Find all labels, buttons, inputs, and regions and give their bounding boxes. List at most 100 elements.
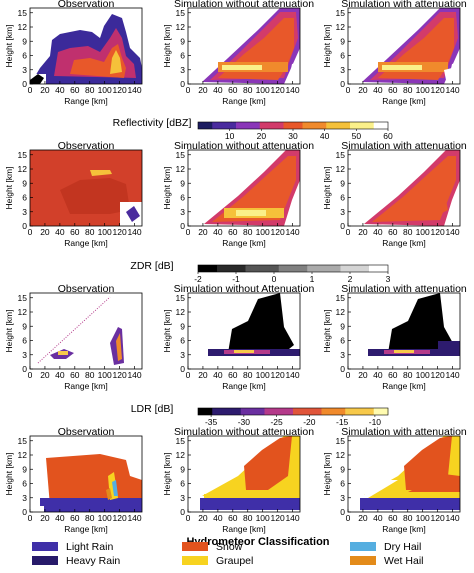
colorbar-segment <box>288 122 294 129</box>
colorbar-segment <box>369 122 375 129</box>
colorbar-2: ZDR [dB] -2 -1 0 1 2 3 <box>130 260 390 284</box>
x-tick-label: 100 <box>256 85 270 95</box>
panel-title: Simulation with attenuation <box>341 0 467 10</box>
y-tick-label: 15 <box>336 8 346 18</box>
legend-swatch <box>350 542 376 551</box>
colorbar-segment <box>373 408 379 415</box>
x-axis-label: Range [km] <box>382 524 425 534</box>
y-tick-label: 6 <box>340 336 345 346</box>
colorbar-segment <box>236 408 242 415</box>
y-tick-label: 3 <box>180 493 185 503</box>
colorbar-segment <box>297 122 303 129</box>
colorbar-segment <box>212 408 218 415</box>
colorbar-segment <box>255 265 261 272</box>
x-tick-label: 80 <box>85 227 95 237</box>
x-tick-label: 140 <box>445 370 459 380</box>
colorbar-segment <box>202 408 208 415</box>
x-tick-label: 80 <box>403 513 413 523</box>
bright-band <box>382 65 422 70</box>
y-axis-label: Height [km] <box>4 453 14 496</box>
colorbar-segment <box>307 122 313 129</box>
colorbar-segment <box>212 265 218 272</box>
y-tick-label: 3 <box>22 65 27 75</box>
x-tick-label: 80 <box>85 370 95 380</box>
colorbar-frame <box>197 264 389 273</box>
y-tick-label: 9 <box>180 464 185 474</box>
plot-area <box>30 454 142 512</box>
colorbar-segment <box>297 265 303 272</box>
zdr-field <box>212 156 296 222</box>
x-tick-label: 20 <box>198 227 208 237</box>
colorbar-segment <box>255 122 261 129</box>
colorbar-segment <box>359 265 365 272</box>
x-tick-label: 0 <box>186 370 191 380</box>
colorbar-segment <box>245 265 251 272</box>
x-tick-label: 80 <box>403 370 413 380</box>
plot-frame <box>347 7 461 85</box>
y-axis-label: Height [km] <box>162 453 172 496</box>
zdr-field <box>60 178 130 214</box>
x-tick-label: 140 <box>127 513 141 523</box>
x-axis-label: Range [km] <box>382 238 425 248</box>
x-tick-label: 140 <box>285 227 299 237</box>
plot-area <box>200 436 300 510</box>
colorbar-segment <box>321 122 327 129</box>
x-tick-label: 60 <box>70 370 80 380</box>
colorbar-segment <box>293 408 299 415</box>
y-tick-label: 9 <box>340 464 345 474</box>
blank-region <box>348 186 388 226</box>
colorbar-tick-label: 40 <box>320 131 330 141</box>
colorbar-tick-label: -15 <box>336 417 349 427</box>
y-tick-label: 0 <box>340 79 345 89</box>
plot-area <box>30 150 142 226</box>
x-tick-label: 40 <box>373 227 383 237</box>
colorbar-segment <box>369 408 375 415</box>
x-tick-label: 100 <box>416 85 430 95</box>
snow-region <box>46 454 142 506</box>
colorbar-segment <box>259 408 265 415</box>
colorbar-segment <box>373 122 379 129</box>
x-tick-label: 120 <box>113 85 127 95</box>
x-tick-label: 100 <box>416 513 430 523</box>
y-tick-label: 12 <box>176 307 186 317</box>
colorbar-segment <box>217 408 223 415</box>
colorbar-segment <box>302 265 308 272</box>
x-tick-label: 40 <box>373 513 383 523</box>
y-tick-label: 0 <box>340 364 345 374</box>
panel-title: Observation <box>58 140 115 152</box>
y-tick-label: 6 <box>180 479 185 489</box>
colorbar-tick-label: 2 <box>348 274 353 284</box>
colorbar-segment <box>307 408 313 415</box>
y-tick-label: 15 <box>18 150 28 160</box>
colorbar-segment <box>278 122 284 129</box>
y-tick-label: 3 <box>180 350 185 360</box>
y-axis-label: Height [km] <box>4 25 14 68</box>
y-axis-label: Height [km] <box>4 167 14 210</box>
colorbar-tick-label: 60 <box>383 131 393 141</box>
x-axis-label: Range [km] <box>382 96 425 106</box>
plot-area <box>30 14 142 84</box>
colorbar-segment <box>316 122 322 129</box>
x-tick-label: 100 <box>98 370 112 380</box>
colorbar-segment <box>316 408 322 415</box>
x-tick-label: 40 <box>213 85 223 95</box>
legend-label: Heavy Rain <box>66 555 120 567</box>
x-axis-label: Range [km] <box>64 238 107 248</box>
echo-region <box>110 50 122 74</box>
panel-title: Simulation without attenuation <box>174 140 314 152</box>
hail-region <box>112 480 118 496</box>
rain-region <box>200 498 300 510</box>
rain-region <box>40 498 142 512</box>
colorbar-segment <box>202 265 208 272</box>
colorbar-segment <box>335 265 341 272</box>
zdr-peak <box>236 210 266 216</box>
x-tick-label: 100 <box>98 513 112 523</box>
rain-region <box>360 498 460 510</box>
y-tick-label: 6 <box>22 193 27 203</box>
colorbar-segment <box>278 408 284 415</box>
